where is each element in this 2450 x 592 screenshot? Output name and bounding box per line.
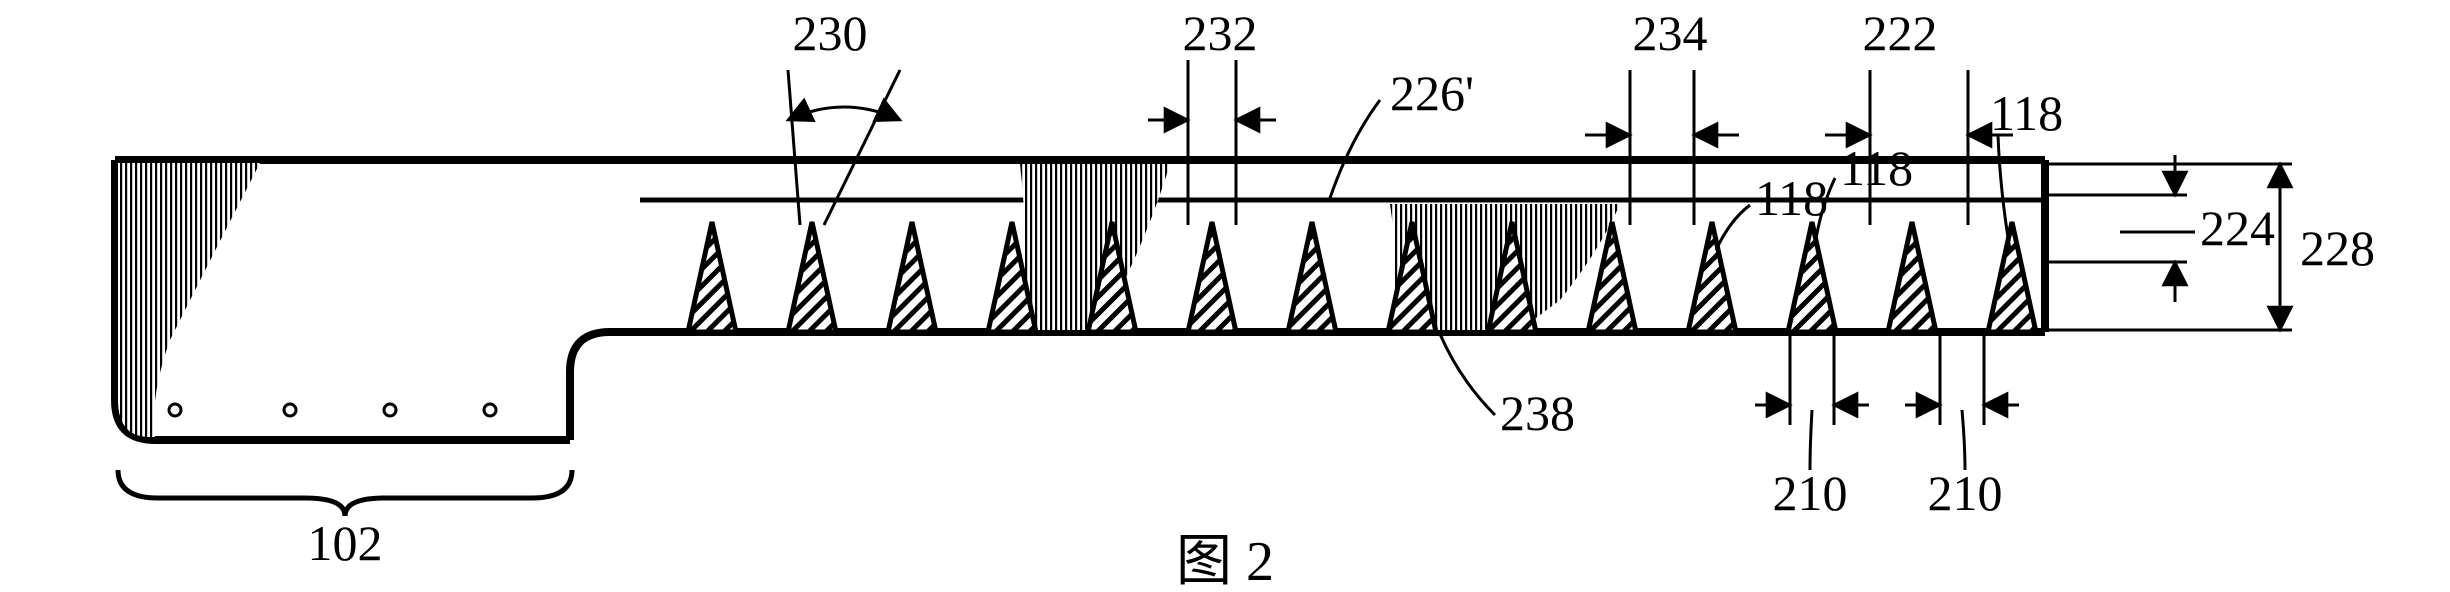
label-222: 222 [1863,5,1938,61]
handle-hole [284,404,296,416]
label-230: 230 [793,5,868,61]
label-234: 234 [1633,5,1708,61]
tooth [1188,222,1236,332]
label-118a: 118 [1755,170,1828,226]
tooth [688,222,736,332]
label-238: 238 [1500,385,1575,441]
handle-hole [384,404,396,416]
label-210a: 210 [1773,465,1848,521]
label-226: 226' [1390,65,1474,121]
handle-hole [484,404,496,416]
label-232: 232 [1183,5,1258,61]
reference-labels: 230 232 226' 234 222 118 118 118 224 228… [308,5,2376,571]
tooth [1688,222,1736,332]
tooth [1788,222,1836,332]
figure-caption: 图 2 [1176,531,1274,592]
label-118c: 118 [1990,85,2063,141]
handle-hole [169,404,181,416]
figure-2: 230 232 226' 234 222 118 118 118 224 228… [0,0,2450,592]
label-210b: 210 [1928,465,2003,521]
label-118b: 118 [1840,140,1913,196]
handle-holes [169,404,496,416]
tooth [1888,222,1936,332]
tooth [1988,222,2036,332]
label-228: 228 [2300,220,2375,276]
label-102: 102 [308,515,383,571]
tooth [1288,222,1336,332]
tooth [788,222,836,332]
teeth-row [688,222,2036,332]
label-224: 224 [2200,200,2275,256]
tooth [888,222,936,332]
